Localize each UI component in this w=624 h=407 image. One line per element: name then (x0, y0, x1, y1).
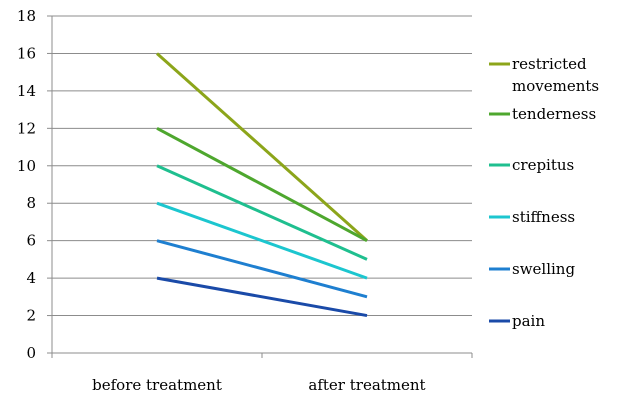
y-tick-label: 6 (26, 232, 36, 250)
x-tick-label: before treatment (92, 376, 222, 394)
legend-label: restricted movements (512, 55, 599, 95)
y-tick-label: 18 (17, 7, 36, 25)
gridlines (52, 15, 472, 317)
legend-label: swelling (512, 260, 575, 278)
legend: restricted movements tenderness crepitus sti… (489, 55, 599, 330)
legend-label: tenderness (512, 105, 596, 123)
y-tick-label: 12 (17, 119, 36, 137)
y-tick-label: 0 (26, 344, 36, 362)
y-tick-label: 8 (26, 194, 36, 212)
legend-label: stiffness (512, 208, 575, 226)
axes (47, 15, 473, 358)
series-lines (156, 52, 368, 318)
x-axis-tick-labels: before treatment after treatment (92, 376, 425, 394)
series-line-pain (156, 276, 368, 318)
y-tick-label: 2 (26, 307, 36, 325)
series-line-tenderness (156, 127, 368, 242)
series-line-swelling (156, 239, 368, 299)
series-line-stiffness (156, 201, 368, 280)
y-tick-label: 14 (17, 82, 36, 100)
legend-label: pain (512, 312, 545, 330)
y-tick-label: 10 (17, 157, 36, 175)
series-line-restricted-movements (156, 52, 368, 242)
y-axis-tick-labels: 0 2 4 6 8 10 12 14 16 18 (17, 7, 36, 362)
x-tick-label: after treatment (308, 376, 425, 394)
y-tick-label: 4 (26, 269, 36, 287)
y-tick-label: 16 (17, 44, 36, 62)
series-line-crepitus (156, 164, 368, 261)
legend-label: crepitus (512, 156, 574, 174)
